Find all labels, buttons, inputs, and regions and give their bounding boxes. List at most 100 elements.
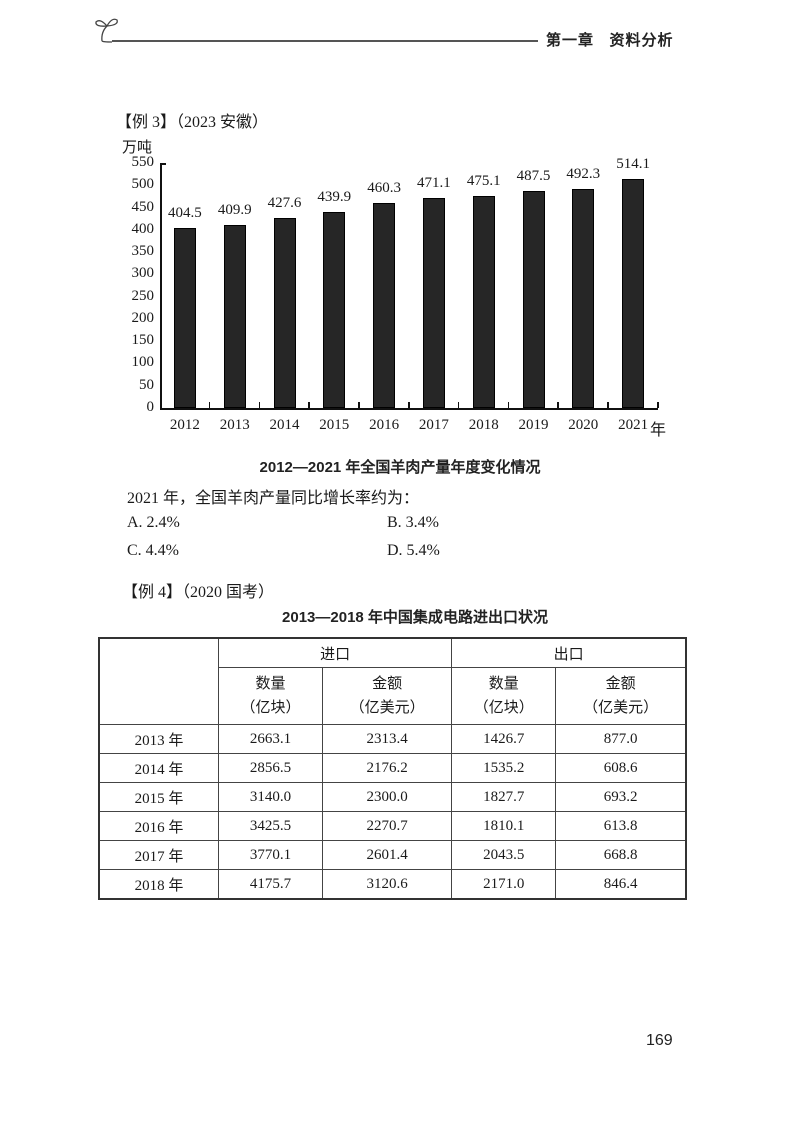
y-tick-label: 50 [139,376,154,393]
value-label: 404.5 [168,204,202,221]
row-year: 2018 年 [98,869,219,900]
table-corner-cell [98,637,219,725]
sub-header-name: 金额 [605,676,636,692]
sub-header-export-qty: 数量 （亿块） [451,667,557,725]
x-tick [507,402,510,408]
bar-2019 [522,190,545,408]
group-header-import: 进口 [217,637,453,668]
x-tick-label: 2021 [618,417,649,433]
sub-header-name: 数量 [488,676,519,692]
x-tick-label: 2019 [518,417,549,433]
x-tick [657,402,659,408]
cell: 846.4 [555,869,687,900]
x-axis-unit: 年 [650,422,667,439]
cell: 668.8 [555,840,687,870]
cell: 608.6 [555,753,687,783]
sprout-icon [95,18,118,43]
table-row: 2017 年 3770.1 2601.4 2043.5 668.8 [98,840,687,870]
y-tick-label: 0 [146,399,155,415]
x-tick [408,402,410,408]
sub-header-export-amt: 金额 （亿美元） [555,667,687,725]
sub-header-import-amt: 金额 （亿美元） [321,667,453,725]
y-axis-top-tick [160,163,166,165]
example-3-label: 【例 3】 [116,114,177,131]
example-4-source: （2020 国考） [182,584,275,601]
cell: 2601.4 [321,840,453,870]
table-row: 2018 年 4175.7 3120.6 2171.0 846.4 [98,869,687,900]
bar-2012 [173,227,196,408]
sub-header-unit: （亿块） [240,700,301,716]
value-label: 471.1 [417,175,451,192]
cell: 1827.7 [451,782,557,812]
value-label: 409.9 [217,202,252,219]
value-label: 460.3 [367,179,401,196]
x-tick-label: 2012 [169,417,200,433]
bar-2021 [622,178,645,408]
cell: 2856.5 [218,753,323,783]
value-label: 487.5 [516,167,551,184]
y-tick-label: 450 [131,198,155,215]
x-tick-label: 2013 [219,417,250,433]
question-text: 2021 年，全国羊肉产量同比增长率约为： [127,490,420,507]
sub-header-name: 金额 [372,676,403,692]
x-tick-label: 2015 [319,417,350,433]
sub-header-unit: （亿美元） [583,700,659,716]
x-tick [308,402,310,408]
x-tick-label: 2014 [269,417,300,433]
cell: 2313.4 [321,724,453,754]
cell: 3140.0 [218,782,323,812]
section-label: 资料分析 [609,32,674,49]
bar-2015 [323,212,346,408]
y-tick-label: 350 [131,243,155,260]
example-4-heading: 【例 4】（2020 国考） [122,578,274,602]
table-row: 2016 年 3425.5 2270.7 1810.1 613.8 [98,811,687,841]
chart-y-unit: 万吨 [122,140,153,156]
bar-2017 [422,198,445,408]
header-rule [112,40,538,42]
y-tick-label: 150 [131,332,155,349]
sub-header-name: 数量 [255,676,286,692]
value-label: 492.3 [566,165,601,182]
cell: 2171.0 [451,869,557,900]
cell: 3770.1 [218,840,323,870]
bar-2014 [273,217,296,408]
value-label: 475.1 [466,173,501,190]
x-tick [208,402,211,408]
x-tick-label: 2017 [418,417,449,433]
table-group-header-row: 进口 出口 [98,637,687,725]
y-tick-label: 500 [131,176,155,193]
cell: 613.8 [555,811,687,841]
value-label: 427.6 [267,194,302,211]
cell: 693.2 [555,782,687,812]
cell: 2663.1 [218,724,323,754]
cell: 4175.7 [218,869,323,900]
sub-header-unit: （亿块） [473,700,534,716]
option-a: A. 2.4% [127,514,180,531]
option-d: D. 5.4% [387,542,440,559]
x-tick [607,402,609,408]
x-tick-label: 2016 [369,417,400,433]
bar-2018 [472,196,495,408]
y-axis [160,163,162,408]
trade-table: 进口 出口 数量 （亿块） 金额 （亿美元） 数量 （亿块） 金额 （亿美元） 2013… [98,637,687,900]
table-row: 2014 年 2856.5 2176.2 1535.2 608.6 [98,753,687,783]
value-label: 514.1 [616,155,650,172]
x-tick [457,402,460,408]
table-title: 2013—2018 年中国集成电路进出口状况 [282,609,548,626]
cell: 2300.0 [321,782,453,812]
page-number: 169 [646,1032,673,1049]
x-tick [258,402,261,408]
cell: 2270.7 [321,811,453,841]
x-axis [160,408,658,410]
group-header-export: 出口 [451,637,687,668]
chart-title: 2012—2021 年全国羊肉产量年度变化情况 [259,459,541,476]
cell: 1810.1 [451,811,557,841]
y-tick-label: 550 [131,154,155,170]
chapter-label: 第一章 [546,32,595,49]
cell: 3120.6 [321,869,453,900]
bar-2020 [572,188,595,408]
option-b: B. 3.4% [387,514,439,531]
row-year: 2015 年 [98,782,219,812]
table-row: 2013 年 2663.1 2313.4 1426.7 877.0 [98,724,687,754]
x-tick [358,402,360,408]
